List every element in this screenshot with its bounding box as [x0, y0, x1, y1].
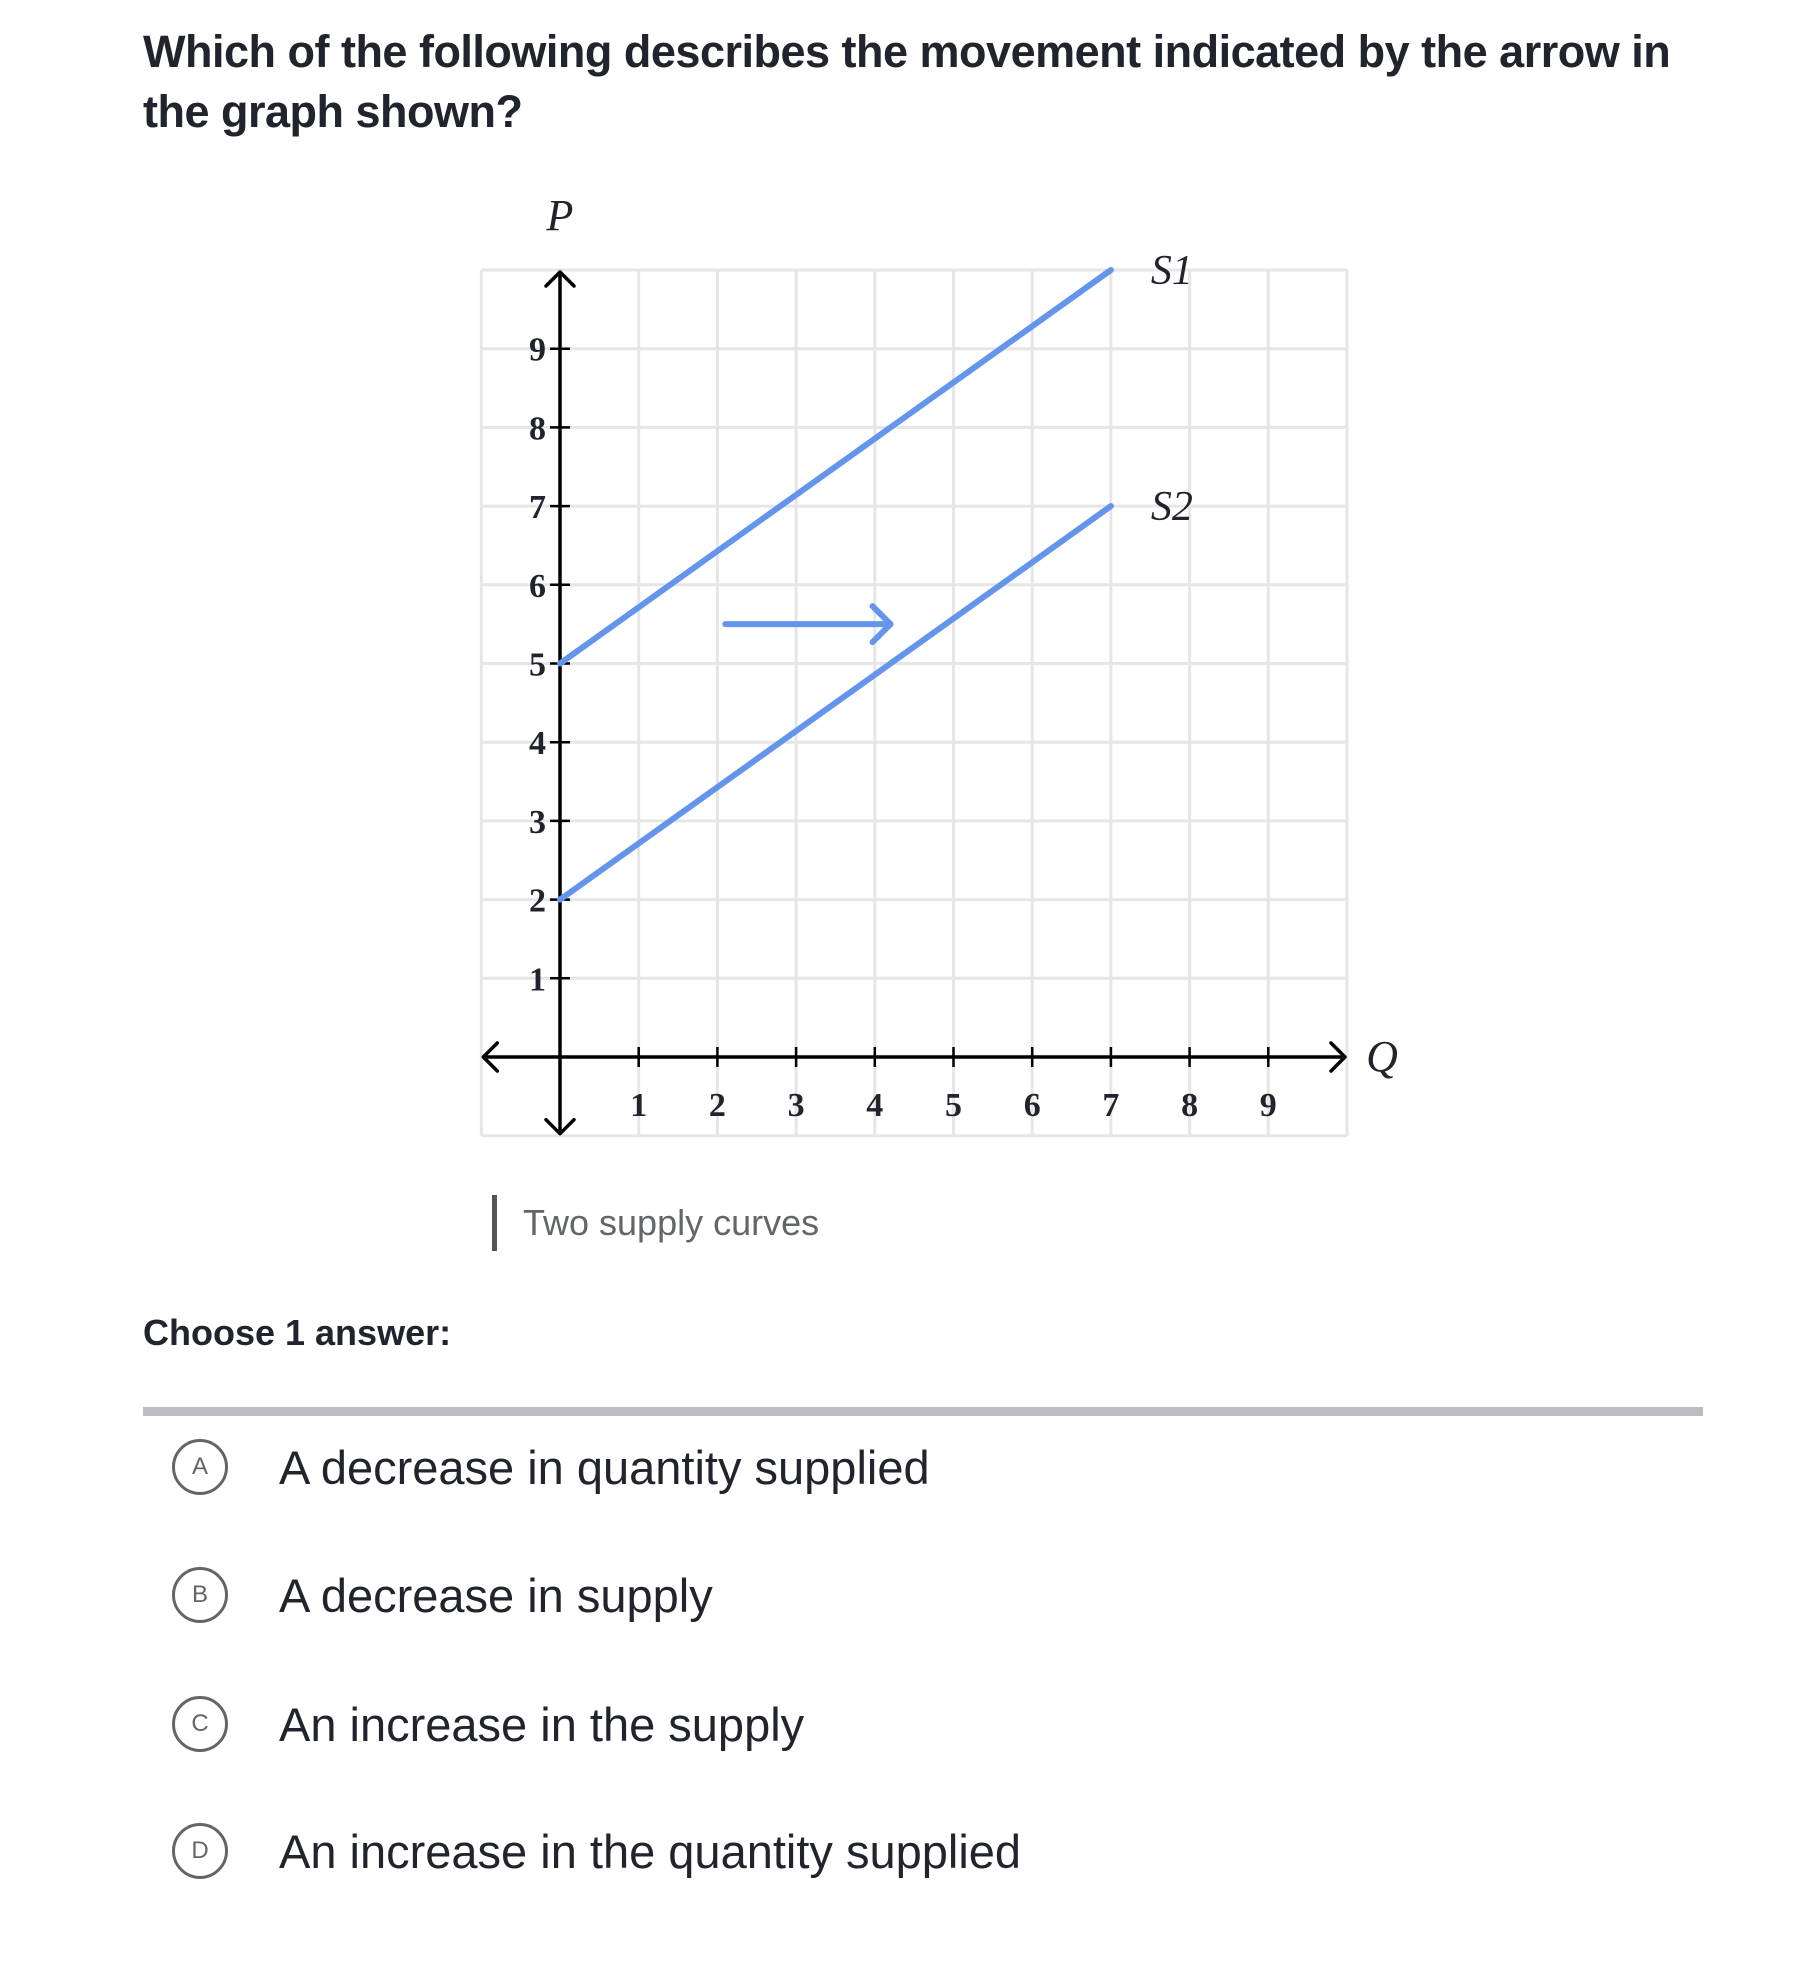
y-tick-label: 1 [529, 961, 546, 998]
option-d[interactable]: D An increase in the quantity supplied [172, 1816, 1021, 1886]
y-axis-arrow-down [544, 1117, 576, 1136]
supply-curve-s2 [557, 503, 1114, 903]
option-a-radio[interactable]: A [172, 1439, 228, 1495]
series-label-s2: S2 [1151, 484, 1193, 530]
x-axis-label: Q [1366, 1032, 1398, 1081]
x-tick-label: 7 [1102, 1087, 1119, 1124]
x-tick-label: 1 [630, 1087, 647, 1124]
choose-label: Choose 1 answer: [143, 1312, 452, 1353]
y-tick-label: 5 [529, 647, 546, 684]
y-tick-label: 9 [529, 332, 546, 369]
y-tick-label: 7 [529, 489, 546, 526]
option-a-text[interactable]: A decrease in quantity supplied [279, 1440, 930, 1494]
x-tick-label: 8 [1181, 1087, 1198, 1124]
option-c-text[interactable]: An increase in the supply [279, 1697, 805, 1751]
x-axis-arrow-right [1329, 1041, 1347, 1073]
question-text: Which of the following describes the mov… [143, 26, 1671, 137]
x-tick-label: 2 [709, 1087, 726, 1124]
y-tick-label: 8 [529, 410, 546, 447]
option-a[interactable]: A A decrease in quantity supplied [172, 1432, 930, 1502]
shift-arrow-head [869, 603, 894, 646]
x-axis-arrow-left [481, 1041, 500, 1073]
x-tick-label: 9 [1260, 1087, 1277, 1124]
option-c[interactable]: C An increase in the supply [172, 1689, 804, 1759]
supply-curve-s1 [557, 267, 1114, 667]
option-b-radio[interactable]: B [172, 1567, 228, 1623]
y-tick-label: 6 [529, 568, 546, 605]
divider [143, 1407, 1703, 1416]
supply-graph: 1 2 3 4 5 6 7 8 9 1 2 3 4 5 6 7 8 9 P Q S1 S2 [479, 191, 1398, 1138]
option-d-text[interactable]: An increase in the quantity supplied [279, 1824, 1022, 1878]
y-tick-label: 2 [529, 883, 546, 920]
y-axis-label: P [546, 191, 574, 240]
option-b[interactable]: B A decrease in supply [172, 1560, 713, 1630]
x-tick-label: 5 [945, 1087, 962, 1124]
x-tick-label: 4 [866, 1087, 883, 1124]
y-axis-arrow-up [544, 270, 576, 288]
option-c-radio[interactable]: C [172, 1696, 228, 1752]
series-label-s1: S1 [1151, 248, 1193, 294]
option-d-radio[interactable]: D [172, 1823, 228, 1879]
x-tick-label: 3 [788, 1087, 805, 1124]
graph-caption: Two supply curves [492, 1195, 819, 1251]
y-tick-label: 4 [529, 725, 546, 762]
option-b-text[interactable]: A decrease in supply [279, 1568, 713, 1622]
y-tick-label: 3 [529, 804, 546, 841]
x-tick-label: 6 [1024, 1087, 1041, 1124]
